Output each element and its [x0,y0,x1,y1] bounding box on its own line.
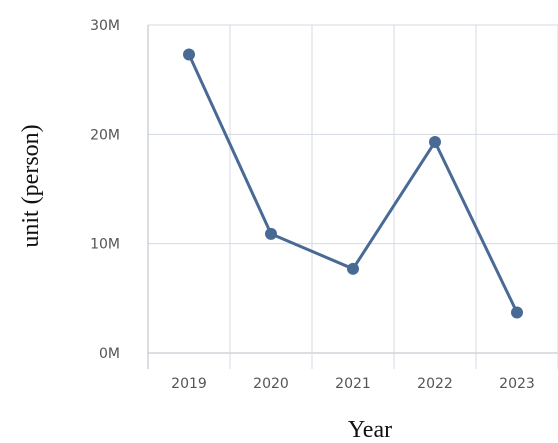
data-point [265,227,277,240]
data-point [429,135,441,148]
series-group [183,48,523,319]
y-tick-label: 20M [90,127,120,143]
x-axis-ticks: 2019 2020 2021 2022 2023 [171,376,535,392]
x-tick-label: 2020 [253,376,289,392]
data-point [347,262,359,275]
data-point [183,48,195,61]
y-tick-label: 30M [90,18,120,34]
y-tick-label: 10M [90,237,120,253]
x-tick-label: 2022 [417,376,453,392]
y-axis-ticks: 0M 10M 20M 30M [90,18,120,362]
x-axis-title: Year [348,417,392,443]
x-tick-label: 2023 [499,376,535,392]
data-point [511,306,523,319]
x-tick-label: 2019 [171,376,207,392]
grid [147,24,558,369]
x-tick-label: 2021 [335,376,371,392]
y-tick-label: 0M [99,346,120,362]
y-axis-title: unit (person) [18,124,44,247]
